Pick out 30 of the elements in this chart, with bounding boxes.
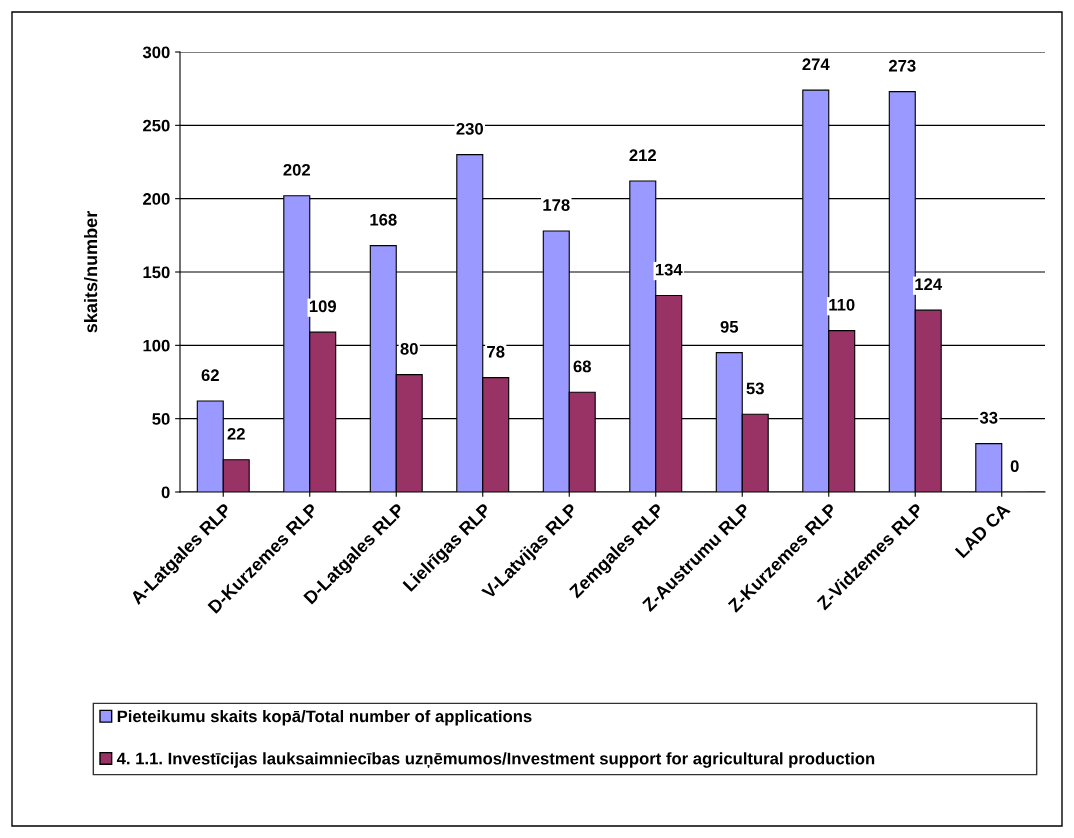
data-label: 230 <box>456 122 483 135</box>
y-axis-title: skaits/number <box>83 211 98 333</box>
data-label: 78 <box>487 345 505 358</box>
data-label: 274 <box>802 58 830 71</box>
y-tick-label: 50 <box>152 413 170 425</box>
legend-label: Pieteikumu skaits kopā/Total number of applications <box>117 710 532 726</box>
data-label: 134 <box>655 263 683 276</box>
data-label: 202 <box>283 163 311 176</box>
data-label: 110 <box>829 298 855 311</box>
data-label: 168 <box>370 213 397 226</box>
data-label: 124 <box>915 278 943 291</box>
data-label: 53 <box>746 382 764 395</box>
data-label: 80 <box>400 342 418 355</box>
data-label: 22 <box>227 427 245 440</box>
data-label: 62 <box>201 369 219 382</box>
data-label: 273 <box>888 59 916 72</box>
data-label: 33 <box>979 411 998 424</box>
y-tick-label: 100 <box>143 339 170 352</box>
y-tick-label: 0 <box>161 486 170 499</box>
y-tick-label: 150 <box>143 266 170 279</box>
data-label: 68 <box>573 360 591 373</box>
data-label: 109 <box>309 300 337 313</box>
data-label: 95 <box>720 320 739 333</box>
y-tick-label: 250 <box>143 119 170 132</box>
y-tick-label: 300 <box>142 46 170 59</box>
legend-label: 4. 1.1. Investīcijas lauksaimniecības uzņēmumos/Investment support for agricultural production <box>116 752 875 768</box>
data-label: 212 <box>629 149 657 161</box>
y-tick-label: 200 <box>143 193 170 205</box>
data-label: 178 <box>543 199 570 211</box>
data-label: 0 <box>1010 460 1019 473</box>
